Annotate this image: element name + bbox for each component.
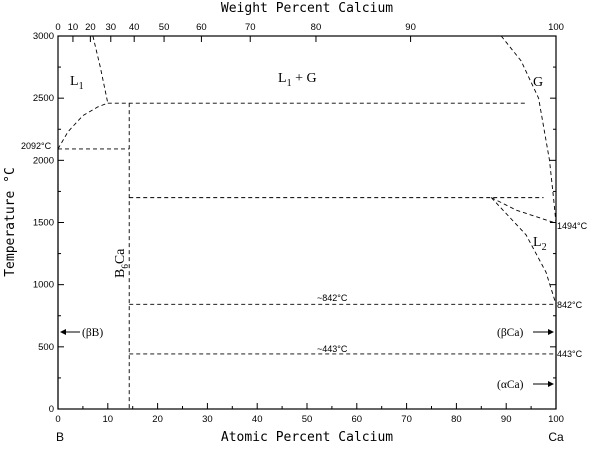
bottom-tick-label: 50 xyxy=(302,414,313,425)
bottom-tick-label: 0 xyxy=(55,414,60,425)
right-axis-ticks xyxy=(550,35,556,410)
plot-frame xyxy=(57,35,557,410)
region-l1-g-label: L1 + G xyxy=(278,71,317,89)
annotation-842-right: 842°C xyxy=(557,300,583,310)
element-ca-label: Ca xyxy=(548,430,564,444)
boundary-curve xyxy=(500,35,557,224)
top-tick-label: 90 xyxy=(405,22,416,33)
boundary-curve xyxy=(491,197,557,224)
bottom-axis-ticks: 0 10 20 30 40 50 60 70 80 90 100 xyxy=(55,403,564,425)
top-tick-label: 50 xyxy=(159,22,170,33)
top-tick-label: 20 xyxy=(85,22,96,33)
left-tick-label: 2000 xyxy=(33,155,54,166)
bottom-tick-label: 80 xyxy=(451,414,462,425)
top-tick-label: 40 xyxy=(129,22,140,33)
left-axis-label: Temperature °C xyxy=(3,167,18,277)
bottom-tick-label: 60 xyxy=(352,414,363,425)
region-l2-label: L2 xyxy=(533,235,547,253)
boundary-curve xyxy=(92,35,109,104)
bottom-tick-label: 90 xyxy=(501,414,512,425)
top-axis-label: Weight Percent Calcium xyxy=(221,1,393,16)
top-tick-label: 80 xyxy=(311,22,322,33)
phase-alpha-ca-label: (αCa) xyxy=(497,379,524,391)
annotation-1494: 1494°C xyxy=(557,221,588,231)
top-tick-label: 70 xyxy=(245,22,256,33)
left-tick-label: 500 xyxy=(38,342,54,353)
bottom-tick-label: 10 xyxy=(103,414,114,425)
region-l1-label: L1 xyxy=(70,74,84,92)
left-tick-label: 0 xyxy=(49,404,54,415)
phase-beta-b-marker: (βB) xyxy=(60,327,103,339)
top-tick-label: 0 xyxy=(55,22,60,33)
annotation-443-mid: ~443°C xyxy=(317,344,348,354)
phase-alpha-ca-marker: (αCa) xyxy=(497,379,554,391)
bottom-tick-label: 100 xyxy=(548,414,564,425)
bottom-tick-label: 70 xyxy=(401,414,412,425)
left-tick-label: 2500 xyxy=(33,93,54,104)
top-axis-ticks: 0 10 20 30 40 50 60 70 80 90 100 xyxy=(55,22,564,42)
left-tick-label: 1000 xyxy=(33,280,54,291)
annotation-2092: 2092°C xyxy=(21,141,52,151)
compound-b6ca-label: B6Ca xyxy=(113,248,130,278)
boundary-curve xyxy=(490,197,557,305)
bottom-tick-label: 40 xyxy=(252,414,263,425)
bottom-tick-label: 20 xyxy=(152,414,163,425)
region-g-label: G xyxy=(533,75,543,90)
boundary-curve xyxy=(57,102,108,150)
annotation-842-mid: ~842°C xyxy=(317,293,348,303)
bottom-axis-label: Atomic Percent Calcium xyxy=(221,430,393,445)
top-tick-label: 30 xyxy=(105,22,116,33)
top-tick-label: 60 xyxy=(196,22,207,33)
phase-beta-ca-label: (βCa) xyxy=(497,327,523,339)
top-tick-label: 100 xyxy=(548,22,564,33)
phase-beta-ca-marker: (βCa) xyxy=(497,327,554,339)
annotation-443-right: 443°C xyxy=(557,349,583,359)
phase-boundary-lines xyxy=(57,35,557,409)
top-tick-label: 10 xyxy=(68,22,79,33)
phase-beta-b-label: (βB) xyxy=(82,327,103,339)
bottom-tick-label: 30 xyxy=(202,414,213,425)
element-b-label: B xyxy=(56,430,64,444)
left-axis-ticks: 0 500 1000 1500 2000 2500 3000 xyxy=(33,31,64,415)
left-tick-label: 1500 xyxy=(33,218,54,229)
left-tick-label: 3000 xyxy=(33,31,54,42)
